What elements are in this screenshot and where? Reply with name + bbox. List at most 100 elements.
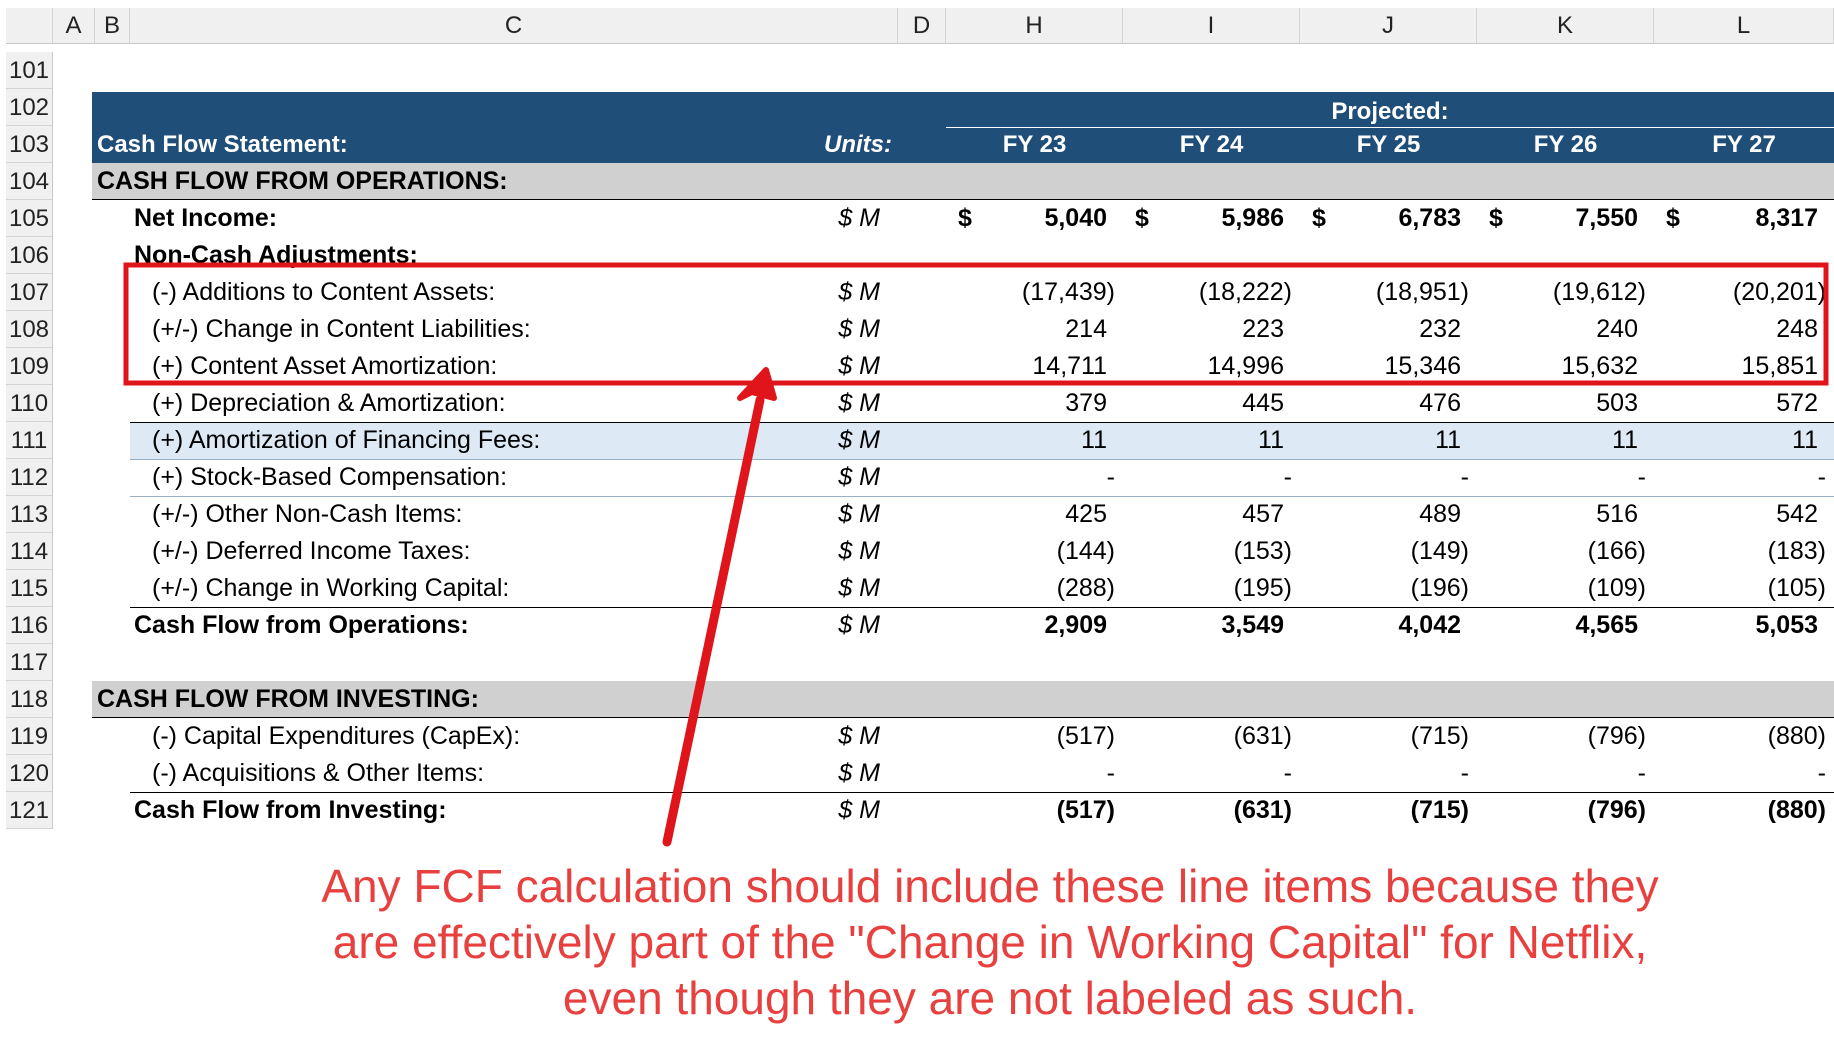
column-header-l[interactable]: L bbox=[1654, 8, 1834, 44]
op-item-9-unit[interactable]: $ M bbox=[838, 574, 880, 602]
op-item-6-value-fy-25[interactable]: - bbox=[1460, 463, 1469, 491]
op-item-9-value-fy-26[interactable]: (109) bbox=[1587, 574, 1646, 602]
column-header-a[interactable]: A bbox=[53, 8, 95, 44]
row-header-116[interactable]: 116 bbox=[6, 607, 53, 644]
row-header-101[interactable]: 101 bbox=[6, 52, 53, 89]
op-item-9-value-fy-25[interactable]: (196) bbox=[1410, 574, 1469, 602]
op-item-5-value-fy-24[interactable]: 11 bbox=[1258, 426, 1284, 454]
inv-item-2-unit[interactable]: $ M bbox=[838, 759, 880, 787]
op-item-3-unit[interactable]: $ M bbox=[838, 352, 880, 380]
op-item-8-value-fy-23[interactable]: (144) bbox=[1056, 537, 1115, 565]
op-item-9-label[interactable]: (+/-) Change in Working Capital: bbox=[152, 574, 510, 602]
net-income-label[interactable]: Net Income: bbox=[134, 204, 278, 232]
op-item-8-unit[interactable]: $ M bbox=[838, 537, 880, 565]
op-item-5-label[interactable]: (+) Amortization of Financing Fees: bbox=[152, 426, 541, 454]
row-header-113[interactable]: 113 bbox=[6, 496, 53, 533]
net-income-value-fy-24[interactable]: 5,986 bbox=[1221, 204, 1284, 232]
row-header-108[interactable]: 108 bbox=[6, 311, 53, 348]
inv-item-2-value-fy-23[interactable]: - bbox=[1106, 759, 1115, 787]
op-item-3-value-fy-26[interactable]: 15,632 bbox=[1561, 352, 1638, 380]
op-item-6-value-fy-23[interactable]: - bbox=[1106, 463, 1115, 491]
op-item-6-unit[interactable]: $ M bbox=[838, 463, 880, 491]
cfo-value-fy-23[interactable]: 2,909 bbox=[1044, 611, 1107, 639]
net-income-unit[interactable]: $ M bbox=[838, 204, 880, 232]
column-header-k[interactable]: K bbox=[1477, 8, 1654, 44]
op-item-4-value-fy-27[interactable]: 572 bbox=[1776, 389, 1818, 417]
op-item-1-value-fy-25[interactable]: (18,951) bbox=[1375, 278, 1469, 306]
op-item-5-value-fy-26[interactable]: 11 bbox=[1612, 426, 1638, 454]
op-item-6-value-fy-27[interactable]: - bbox=[1817, 463, 1826, 491]
op-item-9-value-fy-23[interactable]: (288) bbox=[1056, 574, 1115, 602]
row-header-102[interactable]: 102 bbox=[6, 89, 53, 126]
op-item-2-value-fy-23[interactable]: 214 bbox=[1065, 315, 1107, 343]
op-item-2-label[interactable]: (+/-) Change in Content Liabilities: bbox=[152, 315, 531, 343]
row-header-105[interactable]: 105 bbox=[6, 200, 53, 237]
op-item-7-label[interactable]: (+/-) Other Non-Cash Items: bbox=[152, 500, 463, 528]
cfi-value-fy-26[interactable]: (796) bbox=[1587, 796, 1646, 824]
row-header-120[interactable]: 120 bbox=[6, 755, 53, 792]
row-header-110[interactable]: 110 bbox=[6, 385, 53, 422]
op-item-1-value-fy-27[interactable]: (20,201) bbox=[1732, 278, 1826, 306]
cfi-label[interactable]: Cash Flow from Investing: bbox=[134, 796, 447, 824]
column-header-b[interactable]: B bbox=[95, 8, 130, 44]
op-item-9-value-fy-27[interactable]: (105) bbox=[1767, 574, 1826, 602]
op-item-3-label[interactable]: (+) Content Asset Amortization: bbox=[152, 352, 498, 380]
op-item-1-value-fy-23[interactable]: (17,439) bbox=[1021, 278, 1115, 306]
op-item-1-value-fy-26[interactable]: (19,612) bbox=[1552, 278, 1646, 306]
op-item-4-unit[interactable]: $ M bbox=[838, 389, 880, 417]
row-header-119[interactable]: 119 bbox=[6, 718, 53, 755]
op-item-6-value-fy-26[interactable]: - bbox=[1637, 463, 1646, 491]
column-header-c[interactable]: C bbox=[130, 8, 898, 44]
row-header-114[interactable]: 114 bbox=[6, 533, 53, 570]
op-item-2-unit[interactable]: $ M bbox=[838, 315, 880, 343]
column-header-i[interactable]: I bbox=[1123, 8, 1300, 44]
op-item-8-label[interactable]: (+/-) Deferred Income Taxes: bbox=[152, 537, 471, 565]
op-item-2-value-fy-27[interactable]: 248 bbox=[1776, 315, 1818, 343]
op-item-1-unit[interactable]: $ M bbox=[838, 278, 880, 306]
inv-item-1-value-fy-24[interactable]: (631) bbox=[1233, 722, 1292, 750]
row-header-104[interactable]: 104 bbox=[6, 163, 53, 200]
op-item-2-value-fy-25[interactable]: 232 bbox=[1419, 315, 1461, 343]
row-header-118[interactable]: 118 bbox=[6, 681, 53, 718]
row-header-112[interactable]: 112 bbox=[6, 459, 53, 496]
column-header-d[interactable]: D bbox=[898, 8, 946, 44]
op-item-7-value-fy-23[interactable]: 425 bbox=[1065, 500, 1107, 528]
op-item-3-value-fy-25[interactable]: 15,346 bbox=[1384, 352, 1461, 380]
inv-item-2-value-fy-27[interactable]: - bbox=[1817, 759, 1826, 787]
inv-item-1-value-fy-23[interactable]: (517) bbox=[1056, 722, 1115, 750]
inv-item-1-label[interactable]: (-) Capital Expenditures (CapEx): bbox=[152, 722, 521, 750]
op-item-5-value-fy-25[interactable]: 11 bbox=[1435, 426, 1461, 454]
op-item-8-value-fy-26[interactable]: (166) bbox=[1587, 537, 1646, 565]
net-income-value-fy-23[interactable]: 5,040 bbox=[1044, 204, 1107, 232]
op-item-5-unit[interactable]: $ M bbox=[838, 426, 880, 454]
cfi-value-fy-23[interactable]: (517) bbox=[1056, 796, 1115, 824]
op-item-7-unit[interactable]: $ M bbox=[838, 500, 880, 528]
op-item-4-label[interactable]: (+) Depreciation & Amortization: bbox=[152, 389, 506, 417]
op-item-3-value-fy-24[interactable]: 14,996 bbox=[1207, 352, 1284, 380]
op-item-9-value-fy-24[interactable]: (195) bbox=[1233, 574, 1292, 602]
op-item-1-label[interactable]: (-) Additions to Content Assets: bbox=[152, 278, 496, 306]
cfo-value-fy-27[interactable]: 5,053 bbox=[1755, 611, 1818, 639]
inv-item-1-value-fy-25[interactable]: (715) bbox=[1410, 722, 1469, 750]
inv-item-2-value-fy-25[interactable]: - bbox=[1460, 759, 1469, 787]
op-item-4-value-fy-26[interactable]: 503 bbox=[1596, 389, 1638, 417]
op-item-7-value-fy-26[interactable]: 516 bbox=[1596, 500, 1638, 528]
cfi-value-fy-24[interactable]: (631) bbox=[1233, 796, 1292, 824]
op-item-6-value-fy-24[interactable]: - bbox=[1283, 463, 1292, 491]
column-header-j[interactable]: J bbox=[1300, 8, 1477, 44]
op-item-4-value-fy-23[interactable]: 379 bbox=[1065, 389, 1107, 417]
net-income-value-fy-26[interactable]: 7,550 bbox=[1575, 204, 1638, 232]
op-item-5-value-fy-27[interactable]: 11 bbox=[1792, 426, 1818, 454]
op-item-4-value-fy-24[interactable]: 445 bbox=[1242, 389, 1284, 417]
inv-item-2-value-fy-26[interactable]: - bbox=[1637, 759, 1646, 787]
op-item-8-value-fy-24[interactable]: (153) bbox=[1233, 537, 1292, 565]
op-item-5-value-fy-23[interactable]: 11 bbox=[1081, 426, 1107, 454]
op-item-6-label[interactable]: (+) Stock-Based Compensation: bbox=[152, 463, 508, 491]
op-item-3-value-fy-27[interactable]: 15,851 bbox=[1741, 352, 1818, 380]
row-header-111[interactable]: 111 bbox=[6, 422, 53, 459]
inv-item-2-value-fy-24[interactable]: - bbox=[1283, 759, 1292, 787]
inv-item-1-unit[interactable]: $ M bbox=[838, 722, 880, 750]
cfo-label[interactable]: Cash Flow from Operations: bbox=[134, 611, 469, 639]
row-header-106[interactable]: 106 bbox=[6, 237, 53, 274]
op-item-8-value-fy-25[interactable]: (149) bbox=[1410, 537, 1469, 565]
